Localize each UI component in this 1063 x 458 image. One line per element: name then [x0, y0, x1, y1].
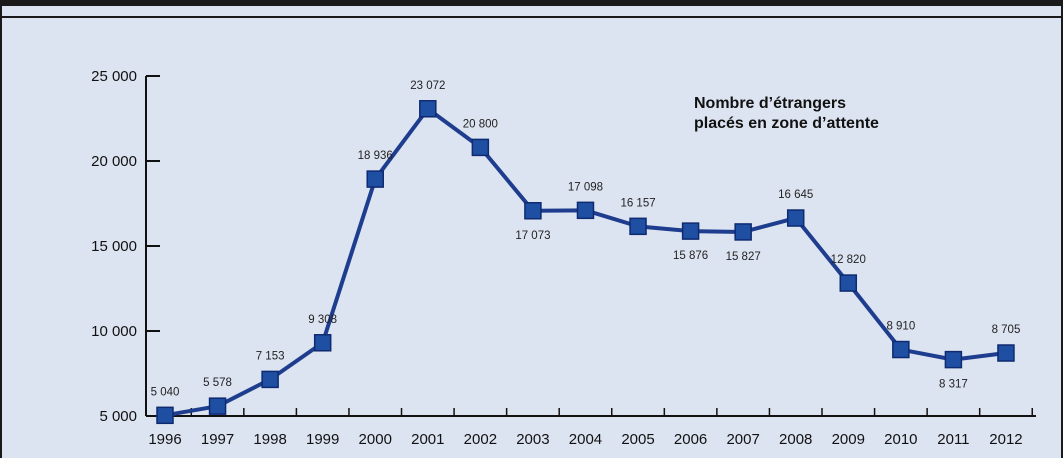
data-label: 8 317 — [939, 379, 968, 391]
data-label: 20 800 — [463, 118, 498, 130]
data-label: 16 157 — [620, 197, 655, 209]
chart-title-line-2: placés en zone d’attente — [694, 115, 879, 132]
data-labels: 5 040 5 578 7 153 9 308 18 936 23 072 20 800 17… — [151, 80, 1021, 399]
series — [156, 100, 1015, 425]
series-line — [164, 106, 1007, 418]
data-label: 9 308 — [308, 314, 337, 326]
tick-labels: 5 000 10 000 15 000 20 000 25 000 1996 1997 199… — [91, 68, 1023, 448]
chart-title-line-1: Nombre d’étrangers — [694, 95, 846, 112]
x-tick-label: 1999 — [306, 431, 339, 448]
x-tick-label: 2003 — [516, 431, 549, 448]
axes — [145, 75, 1036, 417]
data-label: 17 073 — [515, 230, 550, 242]
data-point — [892, 340, 910, 359]
data-point — [997, 344, 1015, 362]
y-tick-label: 10 000 — [91, 323, 137, 340]
x-tick-label: 2001 — [411, 431, 444, 448]
x-tick-label: 2006 — [674, 431, 707, 448]
data-label: 15 876 — [673, 250, 708, 262]
data-point — [839, 274, 858, 292]
data-label: 15 827 — [726, 251, 761, 263]
x-tick-label: 2011 — [937, 431, 969, 448]
data-label: 16 645 — [778, 189, 813, 201]
x-tick-label: 2012 — [989, 431, 1022, 448]
x-tick-label: 2000 — [359, 431, 392, 448]
data-point — [366, 170, 384, 188]
data-point — [261, 370, 279, 389]
y-tick-label: 25 000 — [91, 68, 137, 85]
data-label: 18 936 — [358, 150, 393, 162]
data-point — [681, 222, 700, 240]
data-point — [471, 138, 490, 157]
data-point — [576, 201, 595, 220]
x-tick-label: 2010 — [884, 431, 917, 448]
data-label: 5 040 — [151, 386, 180, 398]
x-tick-label: 2002 — [464, 431, 497, 448]
data-label: 8 910 — [886, 321, 915, 333]
x-tick-label: 2004 — [569, 431, 602, 448]
data-point — [944, 350, 963, 369]
x-tick-label: 2008 — [779, 431, 812, 448]
data-point — [313, 334, 332, 352]
x-tick-label: 1998 — [253, 431, 286, 448]
x-tick-label: 1997 — [201, 431, 234, 448]
x-tick-label: 2009 — [832, 431, 865, 448]
data-point — [734, 223, 752, 241]
data-point — [524, 202, 542, 220]
data-label: 7 153 — [256, 350, 285, 362]
data-label: 8 705 — [992, 324, 1021, 336]
y-tick-label: 5 000 — [99, 408, 137, 425]
data-label: 5 578 — [203, 377, 232, 389]
x-tick-label: 2005 — [621, 431, 654, 448]
top-rule — [0, 16, 1063, 18]
data-point — [208, 397, 227, 415]
data-label: 23 072 — [410, 80, 445, 92]
x-tick-label: 2007 — [726, 431, 759, 448]
data-point — [156, 406, 174, 425]
y-tick-label: 15 000 — [91, 238, 137, 255]
data-label: 12 820 — [831, 254, 866, 266]
x-tick-label: 1996 — [148, 431, 181, 448]
y-tick-label: 20 000 — [91, 153, 137, 170]
data-point — [786, 209, 805, 227]
data-point — [629, 217, 647, 236]
data-point — [419, 100, 437, 118]
data-label: 17 098 — [568, 181, 603, 193]
